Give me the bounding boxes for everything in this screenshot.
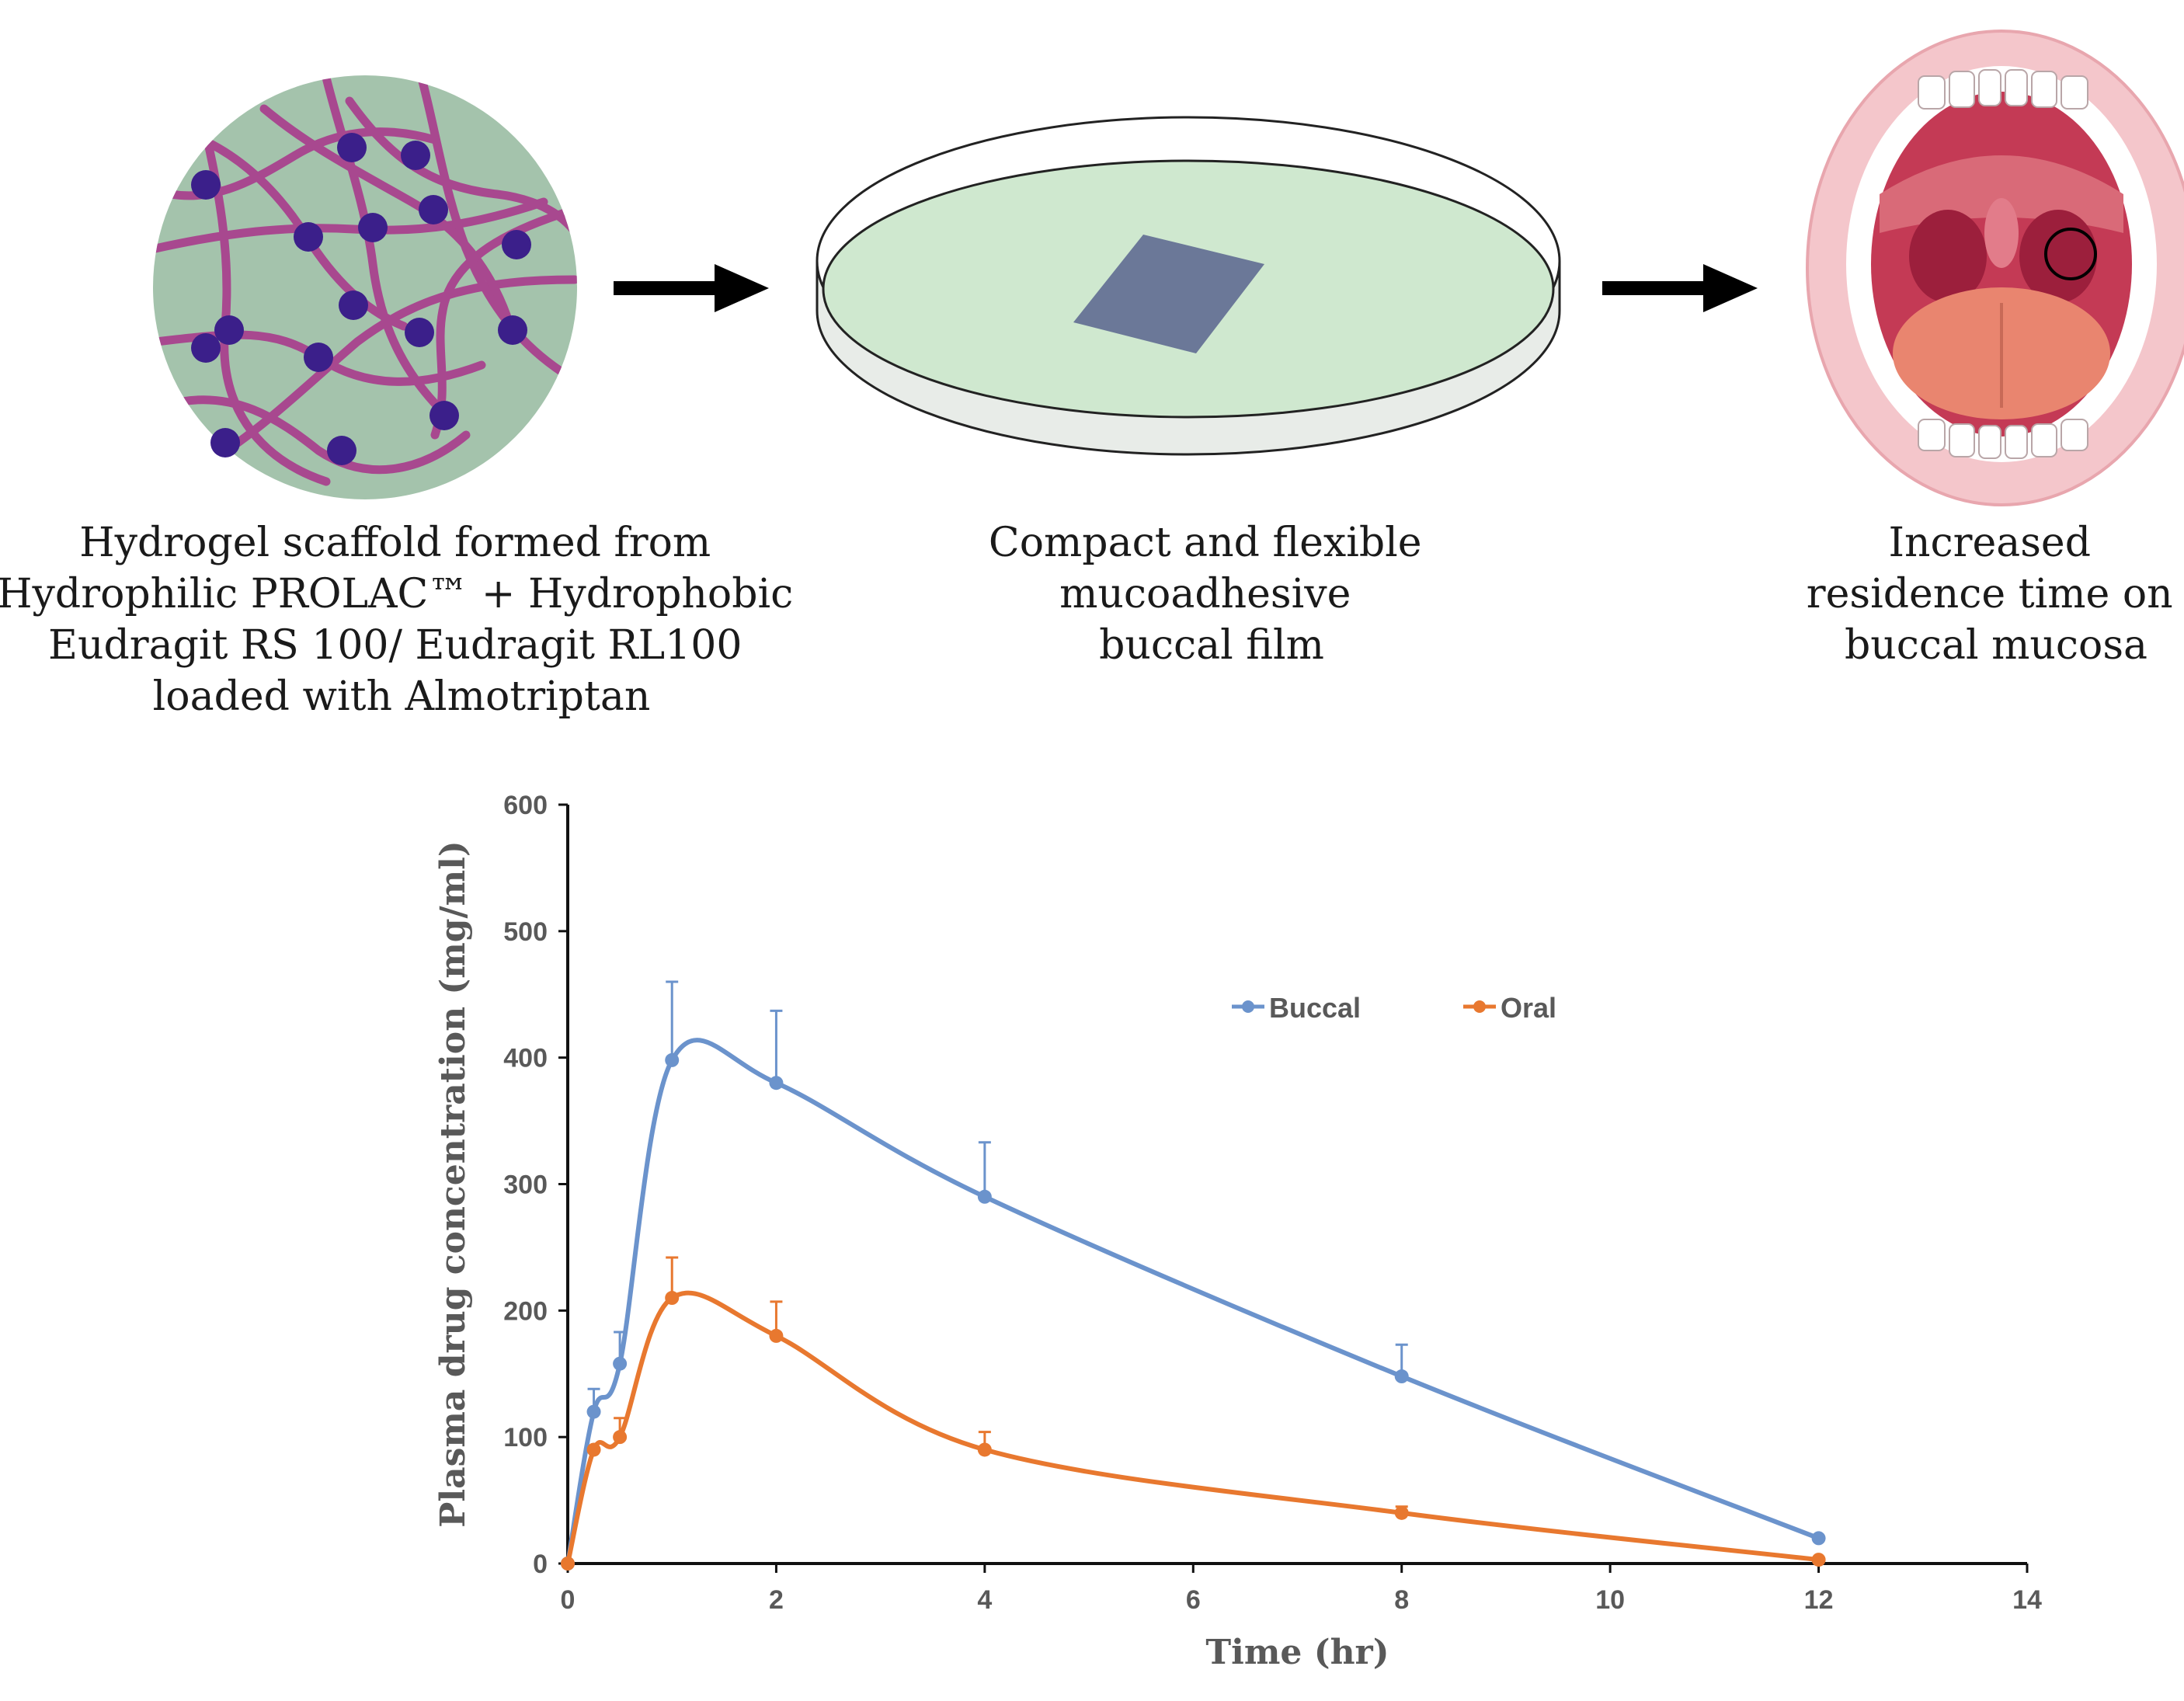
data-point bbox=[1394, 1505, 1409, 1520]
arrow-right-icon bbox=[1602, 264, 1758, 312]
chart-legend: Buccal Oral bbox=[1232, 992, 1556, 1024]
legend-item-oral: Oral bbox=[1463, 992, 1556, 1024]
crosslink-node bbox=[304, 343, 333, 372]
y-tick-label: 600 bbox=[503, 791, 548, 820]
crosslink-node bbox=[191, 170, 221, 200]
data-point bbox=[665, 1291, 680, 1306]
open-mouth-illustration bbox=[1806, 30, 2184, 506]
data-point bbox=[977, 1442, 992, 1457]
x-axis-label: Time (hr) bbox=[1205, 1633, 1389, 1672]
data-point bbox=[1394, 1369, 1409, 1384]
series-buccal bbox=[561, 980, 1826, 1571]
crosslink-node bbox=[401, 141, 430, 170]
caption-line: residence time on bbox=[1807, 571, 2173, 617]
step-1-caption: Hydrogel scaffold formed from Hydrophili… bbox=[0, 520, 806, 720]
crosslink-node bbox=[191, 333, 221, 363]
legend-label: Buccal bbox=[1269, 992, 1361, 1024]
crosslink-nodes bbox=[191, 133, 531, 465]
arrow-right-icon bbox=[614, 264, 769, 312]
y-tick-label: 200 bbox=[503, 1296, 548, 1326]
caption-line: Hydrogel scaffold formed from bbox=[79, 520, 711, 566]
crosslink-node bbox=[429, 401, 459, 430]
crosslink-node bbox=[210, 428, 240, 457]
x-tick-label: 4 bbox=[977, 1585, 992, 1615]
step-3-caption: Increased residence time on buccal mucos… bbox=[1807, 520, 2184, 669]
y-tick-label: 100 bbox=[503, 1423, 548, 1452]
data-point bbox=[613, 1356, 628, 1371]
x-tick-label: 8 bbox=[1394, 1585, 1409, 1615]
crosslink-node bbox=[327, 436, 356, 465]
buccal-film bbox=[1073, 235, 1264, 353]
axis-ticks: 0 100 200 300 400 500 600 0 2 4 6 8 10 12 14 bbox=[503, 791, 2042, 1615]
data-point bbox=[586, 1442, 601, 1457]
x-tick-label: 10 bbox=[1595, 1585, 1625, 1615]
crosslink-node bbox=[358, 213, 388, 242]
crosslink-node bbox=[214, 315, 244, 345]
legend-label: Oral bbox=[1501, 992, 1556, 1024]
y-tick-label: 300 bbox=[503, 1171, 548, 1200]
x-tick-label: 12 bbox=[1804, 1585, 1834, 1615]
data-point bbox=[613, 1430, 628, 1445]
legend-item-buccal: Buccal bbox=[1232, 992, 1361, 1024]
y-tick-label: 0 bbox=[533, 1550, 548, 1579]
step-2-caption: Compact and flexible mucoadhesive buccal… bbox=[989, 520, 1435, 669]
mucosa-highlight-circle bbox=[2044, 228, 2097, 280]
data-point bbox=[1811, 1531, 1826, 1546]
x-tick-label: 14 bbox=[2012, 1585, 2042, 1615]
caption-line: Hydrophilic PROLAC™ + Hydrophobic bbox=[0, 571, 793, 617]
x-tick-label: 6 bbox=[1186, 1585, 1201, 1615]
caption-line: buccal film bbox=[1099, 622, 1324, 669]
caption-line: mucoadhesive bbox=[1059, 571, 1351, 617]
data-point bbox=[586, 1404, 601, 1419]
x-tick-label: 0 bbox=[561, 1585, 576, 1615]
crosslink-node bbox=[498, 315, 527, 345]
caption-line: Eudragit RS 100/ Eudragit RL100 bbox=[48, 622, 742, 669]
series-layer bbox=[561, 980, 1826, 1571]
y-axis-label: Plasma drug concentration (mg/ml) bbox=[433, 840, 473, 1527]
data-point bbox=[665, 1052, 680, 1067]
crosslink-node bbox=[294, 222, 323, 252]
petri-dish-illustration bbox=[816, 116, 1561, 456]
caption-line: Increased bbox=[1888, 520, 2091, 566]
pk-chart: 0 100 200 300 400 500 600 0 2 4 6 8 10 12 14 Time (hr)… bbox=[433, 791, 2042, 1672]
caption-line: Compact and flexible bbox=[989, 520, 1422, 566]
crosslink-node bbox=[339, 290, 368, 320]
caption-line: loaded with Almotriptan bbox=[153, 673, 651, 720]
crosslink-node bbox=[502, 230, 531, 259]
y-tick-label: 400 bbox=[503, 1044, 548, 1073]
crosslink-node bbox=[419, 195, 448, 224]
x-tick-label: 2 bbox=[769, 1585, 784, 1615]
data-point bbox=[769, 1076, 784, 1091]
data-point bbox=[561, 1557, 575, 1571]
data-point bbox=[769, 1328, 784, 1343]
crosslink-node bbox=[405, 318, 434, 347]
caption-line: buccal mucosa bbox=[1845, 622, 2147, 669]
series-line bbox=[565, 1290, 1819, 1564]
y-tick-label: 500 bbox=[503, 917, 548, 947]
series-oral bbox=[561, 1256, 1826, 1571]
data-point bbox=[1811, 1553, 1826, 1567]
crosslink-node bbox=[337, 133, 367, 162]
data-point bbox=[977, 1189, 992, 1204]
hydrogel-scaffold-illustration bbox=[153, 75, 577, 499]
